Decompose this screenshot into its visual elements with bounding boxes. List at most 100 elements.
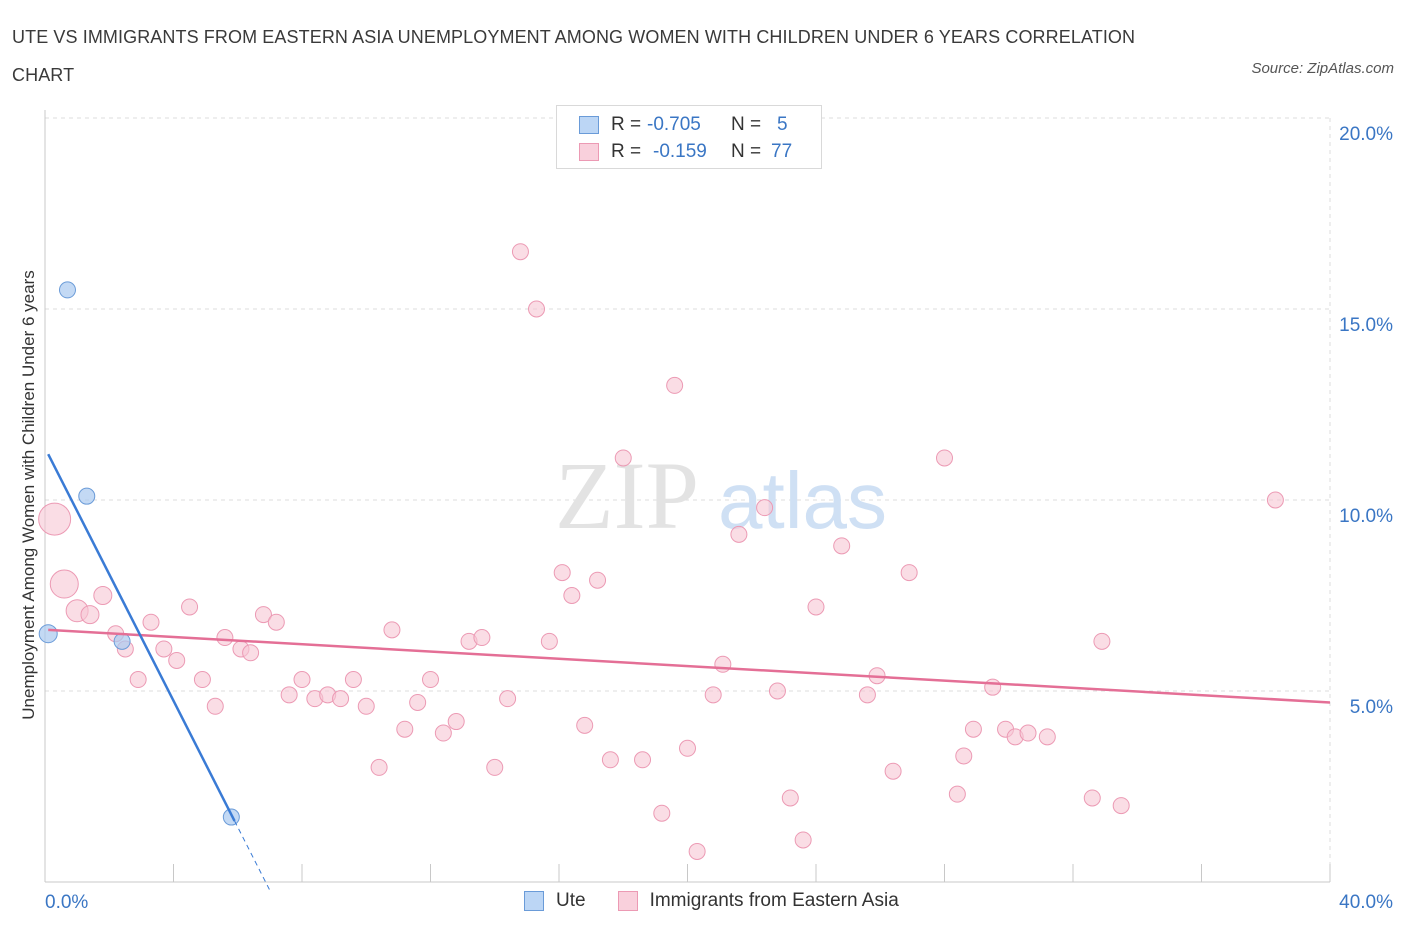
source-label: Source: ZipAtlas.com: [1251, 60, 1394, 77]
imm-point: [344, 671, 362, 689]
trend-lines: [47, 453, 1331, 891]
imm-point: [357, 697, 375, 715]
ute-n-label: N =: [731, 114, 762, 135]
imm-point: [511, 243, 529, 261]
imm-point: [1083, 789, 1101, 807]
legend-item-imm: Immigrants from Eastern Asia: [617, 890, 899, 912]
imm-point: [332, 690, 350, 708]
legend-item-ute: Ute: [524, 890, 586, 912]
imm-point: [370, 758, 388, 776]
imm-point: [589, 571, 607, 589]
imm-point: [383, 621, 401, 639]
imm-point: [242, 644, 260, 662]
imm-point: [93, 586, 113, 605]
imm-point: [473, 629, 491, 647]
ute-trend-line: [47, 453, 236, 822]
imm-point: [254, 606, 272, 624]
y-tick-label: 20.0%: [1339, 124, 1393, 145]
imm-point: [614, 449, 632, 467]
legend-row-ute: R = -0.705 N = 5: [579, 113, 788, 137]
imm-point: [900, 564, 918, 582]
imm-point: [884, 762, 902, 780]
imm-trend-line: [48, 628, 1331, 704]
imm-point: [193, 671, 211, 689]
x-tick-label: 0.0%: [45, 892, 88, 913]
imm-point: [528, 300, 546, 318]
imm-point: [129, 671, 147, 689]
imm-point: [936, 449, 953, 467]
y-tick-label: 15.0%: [1339, 315, 1393, 336]
imm-n-value: 77: [771, 141, 793, 162]
imm-point: [540, 632, 558, 650]
imm-point: [756, 499, 774, 517]
imm-legend-swatch: [617, 891, 638, 911]
imm-point: [216, 629, 234, 647]
imm-point: [168, 651, 186, 669]
imm-point: [49, 569, 79, 599]
series-legend: Ute Immigrants from Eastern Asia: [524, 890, 931, 912]
correlation-legend: R = -0.705 N = 5 R = -0.159 N = 77: [556, 105, 822, 169]
ute-legend-swatch: [524, 891, 544, 911]
y-tick-label: 5.0%: [1350, 697, 1393, 718]
imm-point: [679, 739, 696, 757]
imm-legend-label: Immigrants from Eastern Asia: [649, 890, 899, 911]
imm-point: [1038, 728, 1056, 746]
imm-point: [601, 751, 619, 769]
imm-point: [858, 686, 876, 704]
imm-point: [714, 655, 732, 673]
imm-point: [653, 804, 671, 822]
ute-points: [38, 281, 240, 826]
imm-point: [1019, 724, 1037, 742]
y-tick-label: 10.0%: [1339, 506, 1393, 527]
imm-point: [434, 724, 452, 742]
imm-point: [794, 831, 812, 849]
imm-point: [553, 564, 571, 582]
y-axis-label: Unemployment Among Women with Children U…: [19, 270, 38, 719]
imm-point: [807, 598, 825, 616]
imm-point: [396, 720, 414, 738]
imm-points: [38, 243, 1284, 860]
ute-legend-label: Ute: [556, 890, 586, 911]
imm-point: [563, 587, 581, 604]
imm-point: [80, 605, 100, 625]
imm-r-value: -0.159: [653, 141, 707, 162]
ute-point: [113, 632, 131, 650]
imm-point: [486, 758, 504, 776]
ute-point: [78, 487, 96, 505]
imm-point: [576, 716, 594, 734]
imm-point: [666, 376, 684, 394]
imm-point: [155, 640, 173, 658]
imm-point: [267, 613, 285, 631]
imm-swatch: [579, 143, 599, 161]
imm-point: [730, 525, 748, 543]
imm-point: [964, 720, 982, 738]
imm-point: [634, 751, 652, 769]
ute-swatch: [579, 116, 599, 134]
tick-labels: 5.0% 10.0% 15.0% 20.0% 0.0% 40.0%: [45, 124, 1393, 913]
imm-point: [181, 598, 199, 616]
imm-point: [688, 842, 706, 860]
imm-point: [781, 789, 799, 807]
x-tick-label: 40.0%: [1339, 892, 1393, 913]
imm-point: [1093, 632, 1111, 650]
ute-n-value: 5: [777, 114, 788, 135]
imm-point: [1266, 491, 1284, 509]
axes: [44, 110, 1331, 883]
ute-point: [58, 281, 76, 299]
imm-point: [293, 671, 311, 689]
imm-point: [38, 502, 72, 536]
ute-r-label: R =: [611, 114, 642, 135]
imm-point: [948, 785, 966, 803]
chart-title: UTE VS IMMIGRANTS FROM EASTERN ASIA UNEM…: [12, 27, 1136, 85]
imm-r-label: R =: [611, 141, 642, 162]
imm-point: [280, 686, 298, 704]
imm-point: [422, 671, 439, 689]
ute-trend-extension: [234, 820, 271, 891]
imm-point: [704, 686, 722, 704]
imm-point: [447, 713, 465, 731]
imm-point: [409, 693, 427, 711]
imm-point: [833, 537, 851, 555]
ute-r-value: -0.705: [647, 114, 701, 135]
imm-point: [955, 747, 973, 765]
